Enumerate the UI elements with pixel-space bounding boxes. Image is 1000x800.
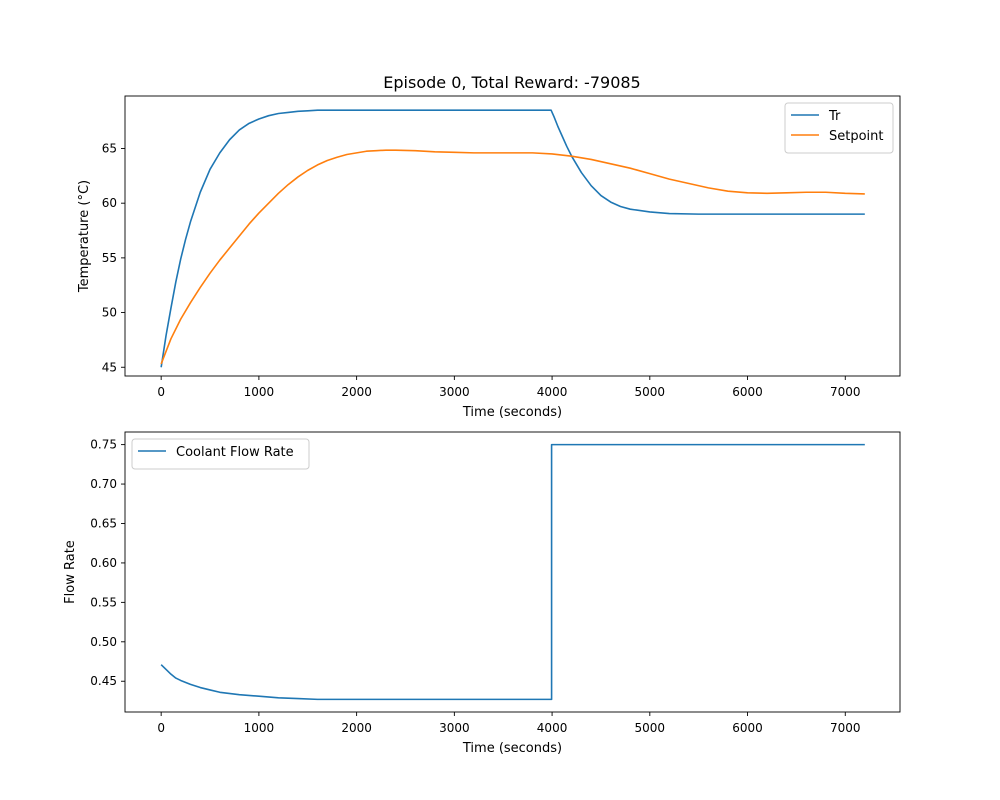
y-axis-label: Temperature (°C) bbox=[77, 180, 92, 293]
y-tick-label: 0.55 bbox=[90, 595, 117, 609]
axes-frame bbox=[124, 431, 901, 713]
y-tick-label: 45 bbox=[102, 360, 117, 374]
chart-title: Episode 0, Total Reward: -79085 bbox=[383, 73, 640, 92]
x-tick-label: 3000 bbox=[439, 385, 470, 399]
y-tick-label: 0.50 bbox=[90, 635, 117, 649]
x-tick-label: 5000 bbox=[635, 721, 666, 735]
y-tick-label: 0.75 bbox=[90, 438, 117, 452]
y-tick-label: 0.70 bbox=[90, 477, 117, 491]
legend-label-tr: Tr bbox=[828, 109, 841, 124]
flow-rate-panel: 0 1000 2000 3000 4000 5000 6000 7000 0.45 0.50 0.5… bbox=[63, 431, 901, 756]
x-tick-label: 7000 bbox=[830, 385, 861, 399]
y-tick-label: 65 bbox=[102, 142, 117, 156]
x-tick-label: 6000 bbox=[732, 721, 763, 735]
x-tick-label: 6000 bbox=[732, 385, 763, 399]
y-tick-label: 0.45 bbox=[90, 674, 117, 688]
y-tick-label: 55 bbox=[102, 251, 117, 265]
axes-frame bbox=[124, 95, 901, 377]
legend-label-coolant-flow-rate: Coolant Flow Rate bbox=[176, 445, 294, 460]
series-line-tr bbox=[160, 109, 865, 368]
x-axis-label: Time (seconds) bbox=[462, 405, 562, 420]
x-tick-label: 4000 bbox=[537, 385, 568, 399]
x-tick-label: 2000 bbox=[341, 721, 372, 735]
y-axis-label: Flow Rate bbox=[63, 540, 78, 604]
y-tick-label: 50 bbox=[102, 306, 117, 320]
y-tick-label: 0.60 bbox=[90, 556, 117, 570]
x-tick-label: 5000 bbox=[635, 385, 666, 399]
x-tick-label: 1000 bbox=[244, 721, 275, 735]
y-tick-label: 0.65 bbox=[90, 516, 117, 530]
x-tick-label: 7000 bbox=[830, 721, 861, 735]
series-line-coolant-flow-rate bbox=[160, 443, 865, 701]
temperature-panel: 0 1000 2000 3000 4000 5000 6000 7000 45 50 55 60 65 T… bbox=[77, 95, 901, 420]
legend: Tr Setpoint bbox=[784, 102, 894, 154]
y-tick-label: 60 bbox=[102, 196, 117, 210]
x-tick-label: 0 bbox=[157, 385, 165, 399]
x-tick-label: 1000 bbox=[244, 385, 275, 399]
x-tick-label: 3000 bbox=[439, 721, 470, 735]
legend-box bbox=[131, 438, 310, 470]
x-tick-label: 4000 bbox=[537, 721, 568, 735]
x-tick-label: 2000 bbox=[341, 385, 372, 399]
legend: Coolant Flow Rate bbox=[131, 438, 310, 470]
series-line-setpoint bbox=[160, 149, 865, 365]
x-axis-label: Time (seconds) bbox=[462, 741, 562, 756]
x-tick-label: 0 bbox=[157, 721, 165, 735]
legend-label-setpoint: Setpoint bbox=[829, 129, 884, 144]
